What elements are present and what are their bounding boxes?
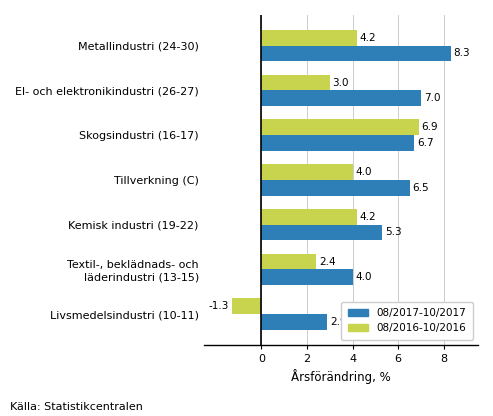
Text: Källa: Statistikcentralen: Källa: Statistikcentralen [10,402,143,412]
Text: 6.5: 6.5 [412,183,429,193]
Text: 7.0: 7.0 [423,93,440,103]
Text: 4.2: 4.2 [360,33,377,43]
Text: 2.4: 2.4 [319,257,335,267]
Bar [261,314,327,330]
Bar [261,209,357,225]
Text: 8.3: 8.3 [454,49,470,59]
Legend: 08/2017-10/2017, 08/2016-10/2016: 08/2017-10/2017, 08/2016-10/2016 [341,302,473,339]
Bar [261,270,352,285]
Bar [261,135,414,151]
Text: 6.9: 6.9 [422,122,438,132]
X-axis label: Årsförändring, %: Årsförändring, % [291,369,391,384]
Bar [261,30,357,46]
Bar [261,225,382,240]
Bar [261,90,421,106]
Bar [261,119,419,135]
Text: 4.0: 4.0 [355,272,372,282]
Bar [232,299,261,314]
Text: 4.0: 4.0 [355,167,372,177]
Bar [261,46,451,61]
Text: 3.0: 3.0 [332,77,349,88]
Bar [261,164,352,180]
Text: 4.2: 4.2 [360,212,377,222]
Bar [261,75,330,90]
Bar [261,180,410,196]
Bar [261,254,316,270]
Text: -1.3: -1.3 [209,301,229,311]
Text: 6.7: 6.7 [417,138,433,148]
Text: 2.9: 2.9 [330,317,347,327]
Text: 5.3: 5.3 [385,228,402,238]
